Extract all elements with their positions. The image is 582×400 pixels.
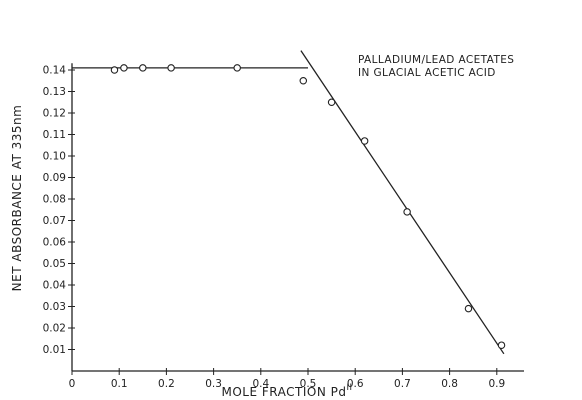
x-axis-ticks: 0 0.1 0.2 0.3 0.4 0.5 0.6 0.7 0.8 0.9 (69, 368, 505, 390)
data-point (327, 98, 336, 107)
data-points (110, 64, 506, 349)
x-tick-label: 0.8 (441, 378, 458, 390)
x-axis-title-text: MOLE FRACTION Pd (222, 385, 347, 399)
x-axis-title-superscript: II (346, 383, 352, 393)
data-point (497, 341, 506, 349)
x-tick-label: 0.1 (111, 378, 128, 390)
data-point (360, 137, 369, 145)
x-tick-label: 0 (69, 378, 76, 390)
y-tick-label: 0.13 (43, 86, 66, 98)
data-point (233, 64, 241, 72)
data-point (110, 66, 119, 74)
annotation-line-1: PALLADIUM/LEAD ACETATES (358, 54, 514, 66)
data-point (464, 304, 473, 313)
x-axis-title: MOLE FRACTION PdII (222, 383, 353, 399)
y-axis-title: NET ABSORBANCE AT 335nm (10, 105, 24, 292)
y-tick-label: 0.08 (43, 194, 66, 206)
x-tick-label: 0.3 (205, 378, 222, 390)
x-tick-label: 0.6 (347, 378, 364, 390)
x-tick-label: 0.9 (488, 378, 505, 390)
y-axis-ticks: 0.01 0.02 0.03 0.04 0.05 0.06 0.07 0.08 0.09 0.10… (43, 65, 75, 356)
y-tick-label: 0.10 (43, 151, 66, 163)
descending-fit-line (300, 50, 505, 355)
y-tick-label: 0.03 (43, 301, 66, 313)
x-tick-label: 0.2 (158, 378, 175, 390)
annotation-line-2: IN GLACIAL ACETIC ACID (358, 67, 496, 79)
data-point (139, 64, 147, 72)
y-tick-label: 0.07 (43, 215, 66, 227)
y-tick-label: 0.14 (43, 65, 67, 77)
y-tick-label: 0.11 (43, 129, 66, 141)
y-tick-label: 0.05 (43, 258, 66, 270)
x-tick-label: 0.4 (252, 378, 269, 390)
x-tick-label: 0.5 (300, 378, 317, 390)
y-tick-label: 0.12 (43, 108, 66, 120)
x-tick-label: 0.7 (394, 378, 411, 390)
y-tick-label: 0.04 (43, 280, 67, 292)
data-point (120, 64, 128, 72)
fit-lines (72, 50, 505, 355)
y-tick-label: 0.09 (43, 172, 66, 184)
data-point (403, 208, 411, 216)
y-tick-label: 0.01 (43, 344, 66, 356)
data-point (299, 77, 308, 85)
y-tick-label: 0.02 (43, 323, 66, 335)
data-point (167, 64, 175, 72)
y-tick-label: 0.06 (43, 237, 67, 249)
